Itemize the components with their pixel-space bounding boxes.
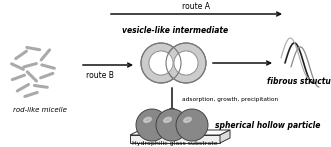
Circle shape (136, 109, 168, 141)
Ellipse shape (144, 117, 151, 122)
Text: fibrous structure: fibrous structure (267, 77, 331, 86)
Circle shape (156, 109, 188, 141)
Polygon shape (220, 130, 230, 143)
Bar (130, 135, 220, 143)
Ellipse shape (164, 117, 171, 122)
Text: Hydrophilic glass substrate: Hydrophilic glass substrate (132, 141, 218, 146)
Text: spherical hollow particle: spherical hollow particle (215, 121, 320, 130)
Text: route B: route B (86, 71, 114, 80)
Polygon shape (130, 130, 230, 135)
Text: rod-like micelle: rod-like micelle (13, 107, 67, 113)
Ellipse shape (184, 117, 191, 122)
Text: route A: route A (182, 2, 210, 11)
Circle shape (176, 109, 208, 141)
Circle shape (149, 51, 173, 75)
Text: vesicle-like intermediate: vesicle-like intermediate (122, 26, 228, 35)
Circle shape (174, 51, 198, 75)
Text: adsorption, growth, precipitation: adsorption, growth, precipitation (182, 96, 278, 101)
